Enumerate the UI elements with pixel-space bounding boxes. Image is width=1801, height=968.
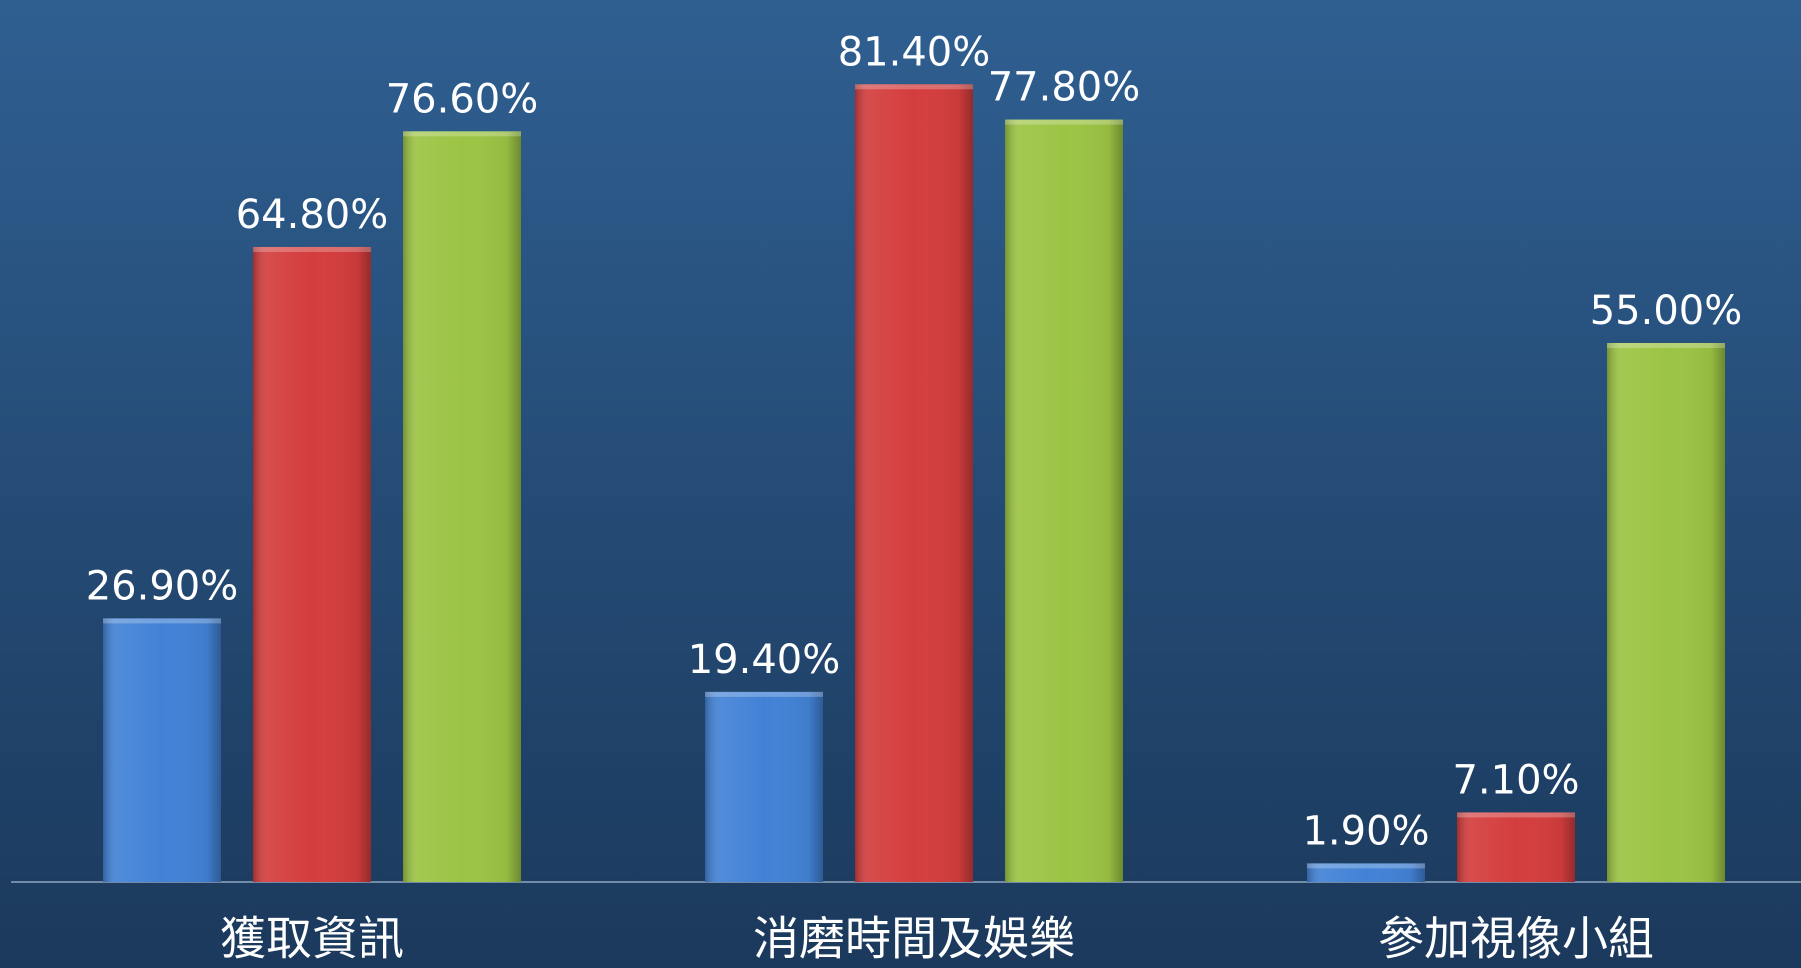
bar-shade [1457,812,1575,882]
bar-shade [403,131,521,882]
bar-cap [103,618,221,624]
value-label: 1.90% [1302,808,1429,854]
bar-cap [1307,863,1425,869]
bar-shade [103,618,221,882]
value-label: 81.40% [838,29,991,75]
bar-cap [403,131,521,137]
value-label: 55.00% [1590,288,1743,334]
bar-cap [253,246,371,252]
bar-shade [705,691,823,882]
bar-cap [855,84,973,90]
x-tick-label: 參加視像小組 [1378,912,1654,966]
x-tick-label: 獲取資訊 [220,912,404,966]
value-label: 76.60% [386,76,539,122]
bar-cap [1607,343,1725,348]
bar-shade [253,246,371,882]
value-label: 26.90% [86,563,239,609]
bar-shade [1607,343,1725,882]
value-label: 64.80% [236,192,389,238]
x-tick-label: 消磨時間及娛樂 [753,912,1075,966]
value-label: 7.10% [1452,757,1579,803]
value-label: 77.80% [988,65,1141,111]
bar-shade [855,84,973,882]
value-label: 19.40% [688,637,841,683]
bar-shade [1307,863,1425,882]
bar-cap [705,691,823,697]
bar-shade [1005,119,1123,882]
bar-cap [1005,119,1123,125]
bar-cap [1457,812,1575,818]
